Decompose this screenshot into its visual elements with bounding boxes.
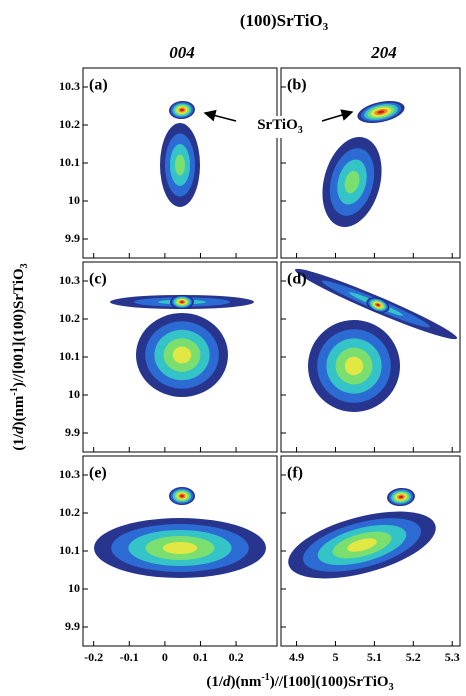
contour bbox=[180, 108, 184, 112]
intensity-blob bbox=[308, 320, 400, 412]
y-tick-label: 10.3 bbox=[59, 273, 80, 287]
x-tick-label: 5.1 bbox=[367, 650, 382, 664]
contour bbox=[172, 346, 192, 364]
y-tick-label: 10 bbox=[68, 581, 80, 595]
x-tick-label: -0.1 bbox=[120, 650, 139, 664]
contour bbox=[175, 154, 185, 176]
intensity-blob bbox=[169, 487, 195, 505]
panel-label: (f) bbox=[287, 465, 303, 482]
intensity-blob bbox=[387, 487, 415, 507]
figure-title: (100)SrTiO3 bbox=[240, 11, 329, 33]
annotation-bg bbox=[238, 116, 322, 138]
contour bbox=[344, 170, 360, 194]
x-tick-label: 5.3 bbox=[445, 650, 460, 664]
arrow bbox=[203, 109, 237, 122]
x-tick-label: -0.2 bbox=[84, 650, 103, 664]
intensity-blob bbox=[160, 123, 200, 207]
x-tick-label: 0 bbox=[162, 650, 168, 664]
contour bbox=[344, 356, 364, 376]
contour bbox=[180, 494, 184, 498]
y-tick-label: 9.9 bbox=[65, 425, 80, 439]
intensity-blob bbox=[322, 136, 382, 228]
intensity-blob bbox=[169, 100, 195, 120]
annotation: SrTiO3 bbox=[257, 117, 303, 136]
y-tick-label: 10.3 bbox=[59, 79, 80, 93]
intensity-blob bbox=[94, 518, 266, 578]
contour bbox=[377, 110, 385, 114]
y-tick-label: 10.3 bbox=[59, 467, 80, 481]
panel-label: (c) bbox=[89, 271, 107, 288]
x-axis-label: (1/d)(nm-1)//[100](100)SrTiO3 bbox=[206, 672, 393, 693]
x-tick-label: 4.9 bbox=[289, 650, 304, 664]
y-tick-label: 10 bbox=[68, 387, 80, 401]
contour bbox=[162, 542, 198, 554]
y-tick-label: 10.2 bbox=[59, 311, 80, 325]
panel-label: (e) bbox=[89, 465, 107, 482]
contour bbox=[376, 303, 380, 307]
intensity-blob bbox=[288, 511, 436, 579]
y-tick-label: 10.1 bbox=[59, 155, 80, 169]
intensity-blob bbox=[170, 295, 194, 309]
column-label: 204 bbox=[370, 43, 397, 62]
y-tick-label: 9.9 bbox=[65, 619, 80, 633]
intensity-maps bbox=[94, 100, 458, 579]
x-tick-label: 0.1 bbox=[193, 650, 208, 664]
panel-label: (d) bbox=[287, 271, 307, 288]
axes: (a) 9.9 10 10.1 10.2 10.3 (b) (c) 9.9 10 10.1 10.2 1… bbox=[59, 67, 461, 664]
y-tick-label: 9.9 bbox=[65, 231, 80, 245]
y-tick-label: 10.1 bbox=[59, 349, 80, 363]
y-tick-label: 10.1 bbox=[59, 543, 80, 557]
x-tick-label: 5.2 bbox=[406, 650, 421, 664]
y-tick-label: 10.2 bbox=[59, 505, 80, 519]
contour bbox=[347, 538, 377, 552]
x-tick-label: 0.2 bbox=[229, 650, 244, 664]
arrow bbox=[321, 109, 354, 122]
contour bbox=[399, 495, 403, 499]
y-tick-label: 10 bbox=[68, 193, 80, 207]
y-axis-label: (1/d)(nm-1)//[001](100)SrTiO3 bbox=[9, 263, 30, 450]
intensity-blob bbox=[366, 297, 390, 313]
x-tick-label: 5 bbox=[332, 650, 338, 664]
column-label: 004 bbox=[169, 43, 195, 62]
intensity-blob bbox=[136, 313, 228, 397]
contour bbox=[180, 301, 184, 303]
intensity-blob bbox=[357, 101, 405, 123]
panel-label: (b) bbox=[287, 77, 307, 94]
y-tick-label: 10.2 bbox=[59, 117, 80, 131]
panel-label: (a) bbox=[89, 77, 108, 94]
